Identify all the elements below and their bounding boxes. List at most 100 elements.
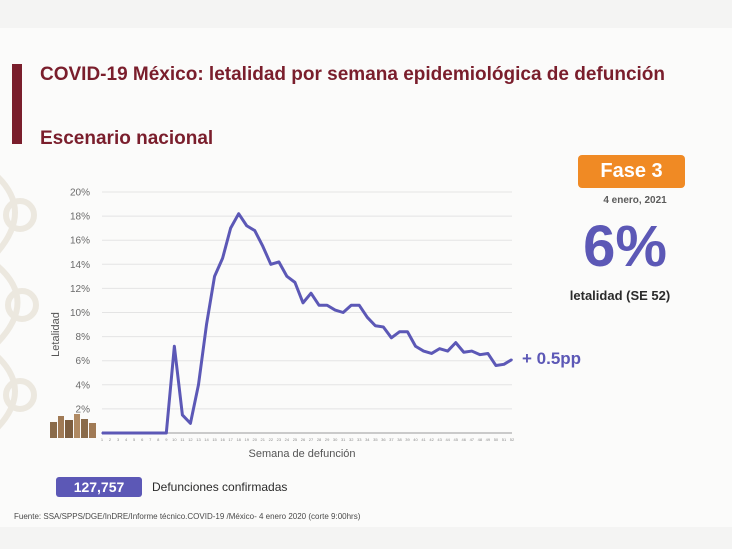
- date-label: 4 enero, 2021: [603, 195, 667, 206]
- x-tick-label: 35: [373, 437, 378, 442]
- y-tick-label: 20%: [70, 188, 90, 199]
- data-point: [454, 341, 457, 344]
- x-tick-label: 42: [429, 437, 434, 442]
- change-label: + 0.5pp: [522, 349, 582, 368]
- x-tick-label: 19: [244, 437, 249, 442]
- data-point: [446, 350, 449, 352]
- data-point: [213, 275, 216, 278]
- data-point: [438, 347, 441, 350]
- decorative-pattern: [0, 174, 39, 430]
- data-point: [414, 345, 417, 348]
- buildings-logo: [50, 414, 96, 438]
- data-point: [294, 281, 296, 284]
- data-point: [350, 304, 353, 307]
- data-point: [430, 352, 433, 355]
- data-point: [149, 432, 152, 434]
- data-point: [133, 432, 135, 434]
- data-point: [487, 352, 489, 355]
- page-title: COVID-19 México: letalidad por semana ep…: [40, 64, 666, 85]
- data-points: [101, 212, 513, 434]
- x-axis-title: Semana de defunción: [248, 448, 355, 460]
- x-tick-label: 22: [269, 437, 274, 442]
- x-tick-label: 33: [357, 437, 362, 442]
- x-tick-label: 21: [261, 437, 266, 442]
- data-point: [261, 245, 264, 248]
- data-point: [422, 350, 425, 352]
- x-tick-label: 48: [478, 437, 483, 442]
- x-tick-label: 34: [365, 437, 370, 442]
- x-tick-label: 52: [510, 437, 515, 442]
- data-point: [374, 324, 377, 327]
- y-tick-label: 14%: [70, 260, 90, 271]
- x-tick-label: 29: [325, 437, 330, 442]
- x-tick-label: 39: [405, 437, 410, 442]
- x-tick-label: 25: [293, 437, 298, 442]
- data-point: [479, 353, 481, 356]
- data-point: [462, 351, 465, 354]
- data-point: [286, 275, 288, 278]
- x-tick-label: 41: [421, 437, 426, 442]
- x-tick-label: 43: [437, 437, 442, 442]
- x-tick-label: 20: [253, 437, 258, 442]
- y-tick-label: 10%: [70, 308, 90, 319]
- data-point: [173, 345, 176, 348]
- x-tick-label: 1: [101, 437, 104, 442]
- data-point: [189, 422, 192, 425]
- x-tick-label: 15: [212, 437, 217, 442]
- y-tick-label: 18%: [70, 212, 90, 223]
- x-tick-label: 16: [220, 437, 225, 442]
- data-point: [237, 212, 240, 215]
- data-point: [398, 330, 401, 333]
- data-point: [101, 432, 103, 434]
- source-note: Fuente: SSA/SPPS/DGE/InDRE/Informe técni…: [14, 512, 361, 521]
- data-point: [318, 304, 320, 307]
- x-tick-label: 49: [486, 437, 491, 442]
- x-tick-label: 9: [165, 437, 168, 442]
- data-point: [382, 326, 385, 328]
- x-tick-label: 17: [228, 437, 233, 442]
- x-tick-label: 40: [413, 437, 418, 442]
- x-tick-label: 8: [157, 437, 160, 442]
- x-tick-label: 46: [462, 437, 467, 442]
- x-tick-label: 27: [309, 437, 314, 442]
- y-axis-title: Letalidad: [50, 312, 62, 357]
- y-axis-ticks: 2% 4% 6% 8% 10% 12% 14% 16% 18% 20%: [70, 188, 90, 416]
- x-tick-label: 14: [204, 437, 209, 442]
- x-tick-label: 36: [381, 437, 386, 442]
- x-tick-label: 10: [172, 437, 177, 442]
- data-point: [471, 350, 473, 352]
- y-tick-label: 6%: [76, 356, 91, 367]
- data-point: [109, 432, 111, 434]
- series-line-letalidad: [102, 212, 513, 435]
- data-point: [278, 261, 280, 263]
- data-point: [302, 302, 304, 304]
- x-tick-label: 11: [180, 437, 185, 442]
- data-point: [245, 224, 248, 227]
- data-point: [495, 364, 497, 367]
- x-tick-label: 3: [117, 437, 120, 442]
- x-tick-label: 6: [141, 437, 144, 442]
- data-point: [326, 304, 328, 307]
- data-point: [342, 311, 344, 314]
- y-tick-label: 8%: [76, 332, 91, 343]
- data-point: [390, 337, 393, 339]
- data-point: [366, 316, 369, 319]
- x-tick-label: 30: [333, 437, 338, 442]
- y-tick-label: 4%: [76, 380, 91, 391]
- x-tick-label: 32: [349, 437, 354, 442]
- data-point: [197, 384, 200, 386]
- x-tick-label: 4: [125, 437, 128, 442]
- y-tick-label: 12%: [70, 284, 90, 295]
- data-point: [229, 227, 232, 229]
- x-tick-label: 13: [196, 437, 201, 442]
- data-point: [253, 229, 256, 232]
- x-tick-label: 47: [470, 437, 475, 442]
- deaths-count-box: 127,757: [56, 477, 142, 497]
- x-tick-label: 45: [453, 437, 458, 442]
- x-tick-label: 26: [301, 437, 306, 442]
- y-tick-label: 2%: [76, 404, 91, 415]
- bottom-band: [0, 527, 732, 549]
- data-point: [205, 323, 208, 326]
- x-tick-label: 2: [109, 437, 112, 442]
